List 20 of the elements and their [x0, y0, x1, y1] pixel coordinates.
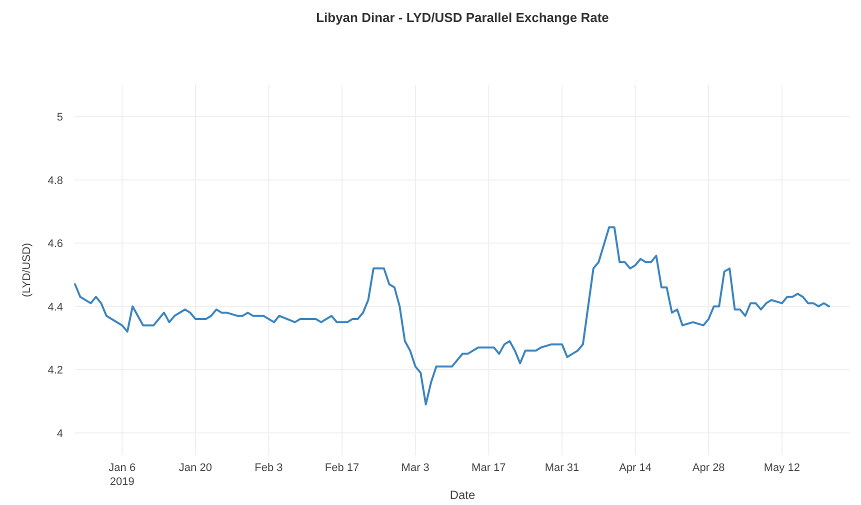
x-tick-label: Feb 3	[254, 462, 283, 474]
x-tick-label: Feb 17	[324, 462, 360, 474]
x-tick-label: Mar 17	[472, 462, 506, 474]
y-tick-label: 4.6	[48, 238, 63, 250]
x-tick-label: Apr 28	[692, 462, 725, 474]
line-series	[74, 226, 830, 406]
y-tick-label: 4.8	[48, 174, 63, 187]
x-tick-label: Mar 31	[544, 462, 580, 474]
x-tick-label: Jan 20	[178, 462, 212, 474]
x-tick-label: May 12	[764, 462, 800, 474]
y-tick-label: 4.2	[48, 364, 63, 377]
y-tick-label: 5	[56, 112, 63, 124]
y-tick-label: 4	[56, 428, 63, 440]
x-axis-title: Date	[450, 488, 476, 502]
y-tick-label: 4.4	[48, 301, 63, 314]
x-tick-label: Apr 14	[619, 462, 652, 474]
x-tick-label: Jan 6 2019	[108, 462, 136, 488]
x-tick-label: Mar 3	[401, 462, 430, 474]
chart-title: Libyan Dinar - LYD/USD Parallel Exchange Rate	[316, 10, 609, 25]
y-axis-title: (LYD/USD)	[21, 242, 33, 298]
